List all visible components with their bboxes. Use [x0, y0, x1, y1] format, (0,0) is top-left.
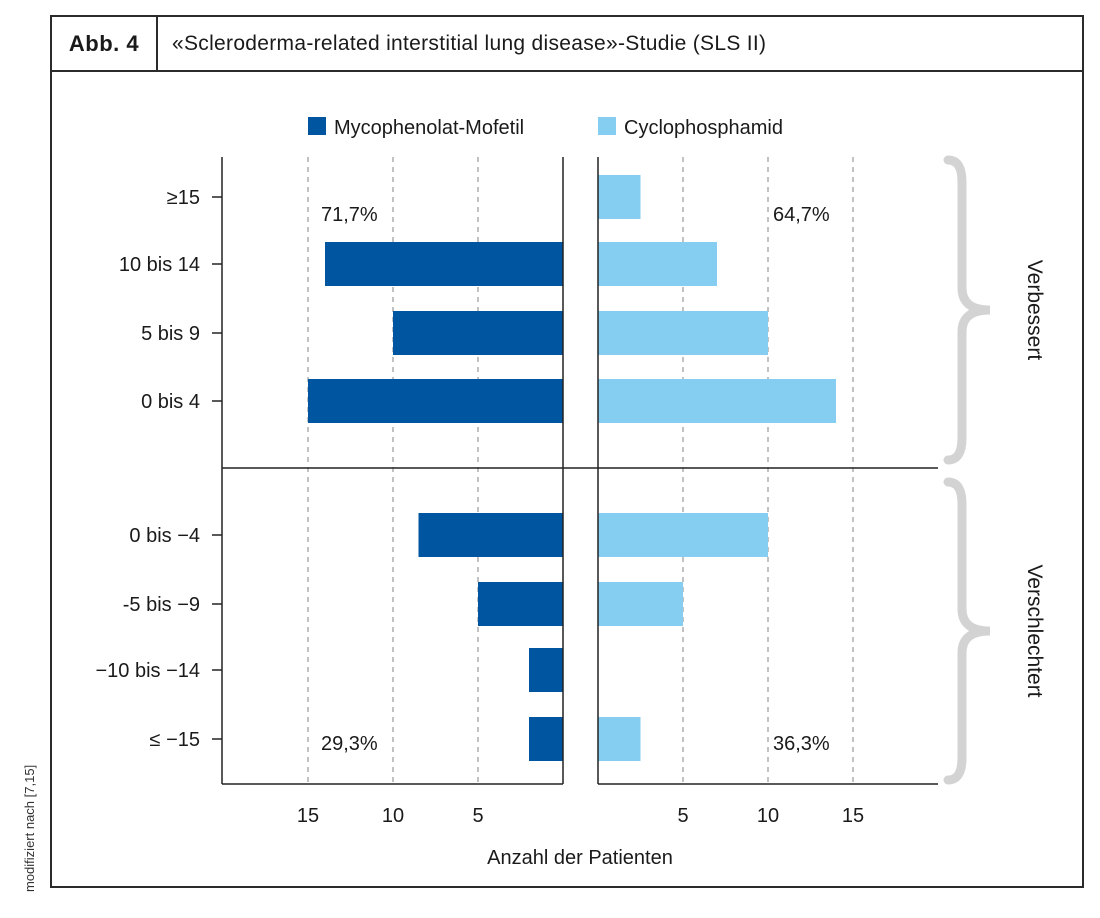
y-tick-label: ≥15 [167, 187, 200, 209]
bar-6-cyclophosphamid [598, 582, 683, 626]
group-label: Verbessert [1023, 260, 1046, 361]
y-tick-label: ≤ −15 [150, 729, 200, 751]
group-pct-left: 71,7% [321, 204, 378, 226]
y-tick-label: -5 bis −9 [123, 594, 200, 616]
y-tick-label: −10 bis −14 [95, 660, 200, 682]
x-tick-label: 10 [382, 805, 404, 827]
figure-header: Abb. 4 «Scleroderma-related interstitial… [52, 17, 1082, 72]
bar-7-mycophenolat [529, 648, 563, 692]
legend-swatch [598, 117, 616, 135]
legend-swatch [308, 117, 326, 135]
x-tick-label: 15 [842, 805, 864, 827]
figure-frame: Abb. 4 «Scleroderma-related interstitial… [50, 15, 1084, 888]
group-pct-right: 36,3% [773, 733, 830, 755]
x-tick-label: 15 [297, 805, 319, 827]
bar-2-mycophenolat [325, 242, 563, 286]
figure-label: Abb. 4 [52, 17, 158, 70]
legend-label: Cyclophosphamid [624, 117, 783, 139]
y-tick-label: 10 bis 14 [119, 254, 200, 276]
x-tick-label: 10 [757, 805, 779, 827]
y-tick-label: 0 bis 4 [141, 391, 200, 413]
bar-3-cyclophosphamid [598, 311, 768, 355]
bar-4-cyclophosphamid [598, 379, 836, 423]
bar-5-mycophenolat [418, 513, 563, 557]
figure-title: «Scleroderma-related interstitial lung d… [172, 31, 767, 55]
bar-1-cyclophosphamid [598, 175, 641, 219]
brace-verschlechtert [943, 477, 991, 785]
bar-6-mycophenolat [478, 582, 563, 626]
y-tick-label: 0 bis −4 [129, 525, 200, 547]
x-tick-label: 5 [472, 805, 483, 827]
bar-8-cyclophosphamid [598, 717, 641, 761]
bar-2-cyclophosphamid [598, 242, 717, 286]
group-pct-left: 29,3% [321, 733, 378, 755]
bar-3-mycophenolat [393, 311, 563, 355]
bar-5-cyclophosphamid [598, 513, 768, 557]
brace-verbessert [943, 155, 991, 465]
x-tick-label: 5 [677, 805, 688, 827]
legend-label: Mycophenolat-Mofetil [334, 117, 524, 139]
y-tick-label: 5 bis 9 [141, 323, 200, 345]
group-pct-right: 64,7% [773, 204, 830, 226]
bar-8-mycophenolat [529, 717, 563, 761]
x-axis-label: Anzahl der Patienten [487, 847, 673, 869]
group-label: Verschlechtert [1023, 564, 1046, 697]
bar-4-mycophenolat [308, 379, 563, 423]
